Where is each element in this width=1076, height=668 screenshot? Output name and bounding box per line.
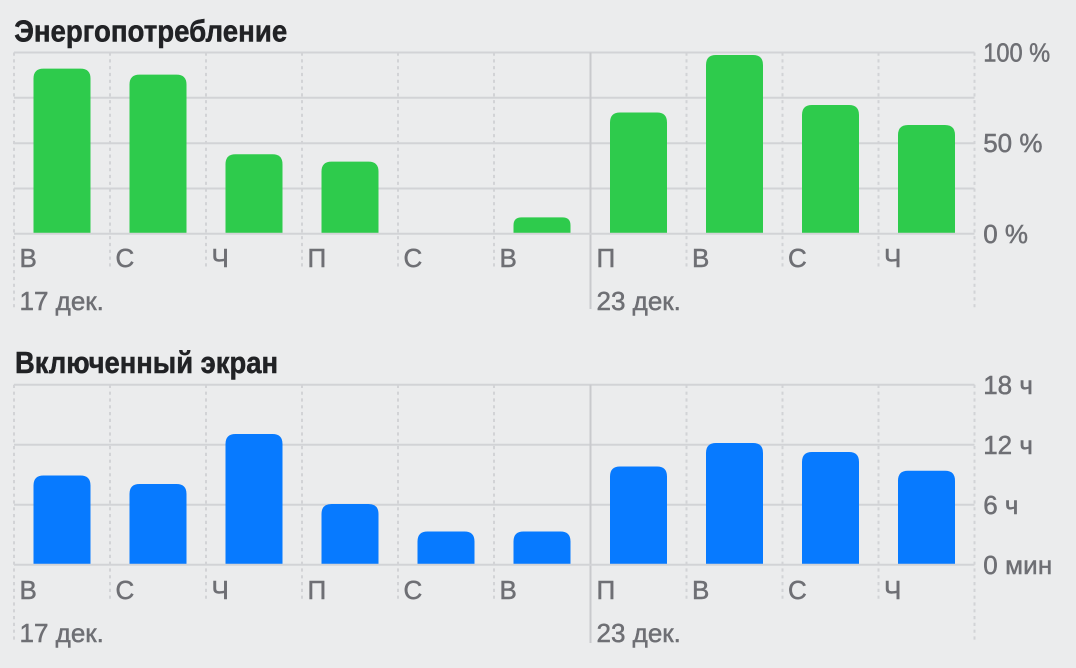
svg-text:Включенный экран: Включенный экран: [15, 345, 278, 380]
svg-text:В: В: [692, 243, 709, 273]
svg-text:Ч: Ч: [212, 575, 229, 605]
svg-text:17 дек.: 17 дек.: [20, 618, 104, 648]
svg-text:Ч: Ч: [884, 243, 901, 273]
svg-text:С: С: [404, 243, 423, 273]
svg-text:П: П: [308, 243, 327, 273]
svg-text:С: С: [788, 243, 807, 273]
svg-text:23 дек.: 23 дек.: [597, 286, 681, 316]
svg-text:18 ч: 18 ч: [983, 370, 1033, 400]
svg-text:С: С: [788, 575, 807, 605]
svg-text:С: С: [116, 243, 135, 273]
svg-text:В: В: [500, 575, 517, 605]
svg-text:17 дек.: 17 дек.: [20, 286, 104, 316]
svg-text:С: С: [116, 575, 135, 605]
svg-text:В: В: [692, 575, 709, 605]
svg-text:Ч: Ч: [212, 243, 229, 273]
svg-text:12 ч: 12 ч: [983, 430, 1033, 460]
svg-text:Ч: Ч: [884, 575, 901, 605]
svg-text:100 %: 100 %: [983, 38, 1050, 68]
svg-text:В: В: [20, 575, 37, 605]
svg-text:50 %: 50 %: [983, 128, 1042, 158]
svg-text:П: П: [597, 575, 616, 605]
svg-text:С: С: [404, 575, 423, 605]
svg-text:0 %: 0 %: [983, 219, 1028, 249]
svg-text:6 ч: 6 ч: [983, 490, 1018, 520]
svg-text:23 дек.: 23 дек.: [597, 618, 681, 648]
svg-text:П: П: [597, 243, 616, 273]
svg-text:П: П: [308, 575, 327, 605]
svg-text:Энергопотребление: Энергопотребление: [14, 14, 287, 49]
svg-text:В: В: [20, 243, 37, 273]
svg-text:0 мин: 0 мин: [983, 550, 1052, 580]
svg-text:В: В: [500, 243, 517, 273]
